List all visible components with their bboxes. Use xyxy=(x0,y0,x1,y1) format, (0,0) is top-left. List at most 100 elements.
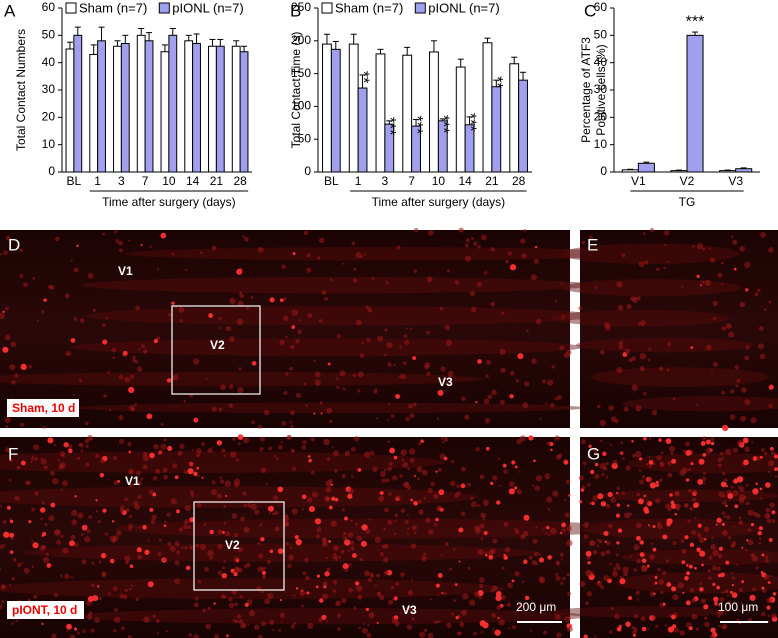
cell xyxy=(736,378,741,383)
cell xyxy=(351,553,357,558)
cell xyxy=(731,571,734,574)
cell xyxy=(699,550,706,557)
cell xyxy=(616,281,623,288)
cell xyxy=(209,555,214,560)
cell xyxy=(50,470,55,476)
cell xyxy=(4,334,11,341)
cell xyxy=(769,574,772,578)
cell xyxy=(31,455,34,458)
x-tick-label: V3 xyxy=(728,174,743,188)
cell xyxy=(16,562,22,568)
cell xyxy=(759,353,766,360)
cell xyxy=(79,318,85,323)
cell xyxy=(717,609,724,616)
cell xyxy=(464,255,471,262)
cell xyxy=(239,293,244,299)
cell xyxy=(710,544,717,550)
cell xyxy=(594,286,598,289)
cell xyxy=(290,624,296,629)
cell xyxy=(773,454,778,459)
cell xyxy=(588,570,595,577)
cell xyxy=(194,596,199,601)
cell xyxy=(689,506,694,511)
cell xyxy=(742,437,749,444)
cell xyxy=(771,510,776,515)
cell xyxy=(752,488,759,495)
cell xyxy=(748,617,753,622)
cell xyxy=(494,629,501,636)
bar xyxy=(208,45,217,173)
cell xyxy=(767,614,770,618)
cell xyxy=(517,353,524,360)
cell xyxy=(592,447,596,452)
cell xyxy=(696,532,702,538)
cell xyxy=(387,402,391,405)
cell xyxy=(447,370,454,377)
cell xyxy=(40,457,43,460)
caption-box xyxy=(7,601,84,619)
x-tick-label: 1 xyxy=(94,174,101,188)
cell xyxy=(392,597,395,601)
cell xyxy=(710,437,715,442)
cell xyxy=(727,601,732,605)
cell xyxy=(28,364,32,369)
cell xyxy=(436,593,439,597)
cell xyxy=(280,621,283,624)
cell xyxy=(430,481,435,487)
cell xyxy=(325,556,328,560)
cell xyxy=(620,441,623,444)
cell xyxy=(745,548,748,552)
cell xyxy=(712,549,719,557)
cell xyxy=(747,528,752,532)
cell xyxy=(566,539,573,547)
cell xyxy=(5,306,9,311)
cell xyxy=(307,313,313,318)
cell xyxy=(358,626,362,630)
cell xyxy=(359,557,363,562)
cell xyxy=(92,563,95,566)
cell xyxy=(349,540,355,546)
cell xyxy=(32,542,39,549)
cell xyxy=(594,635,597,638)
cell xyxy=(84,536,91,543)
cell xyxy=(273,495,279,501)
cell xyxy=(64,573,70,580)
cell xyxy=(268,446,273,451)
cell xyxy=(364,570,371,577)
cell xyxy=(400,373,406,380)
cell xyxy=(726,594,730,597)
panel-letter: E xyxy=(587,235,598,254)
bar xyxy=(482,42,493,173)
cell xyxy=(128,450,132,454)
cell xyxy=(153,338,159,344)
cell xyxy=(65,293,70,299)
cell xyxy=(490,247,495,252)
caption-box xyxy=(7,399,79,417)
cell xyxy=(8,478,12,482)
cell xyxy=(289,546,293,550)
cell xyxy=(443,592,447,596)
cell xyxy=(406,513,409,516)
cell xyxy=(344,567,349,572)
cell xyxy=(44,523,48,526)
cell xyxy=(644,508,650,514)
cell xyxy=(461,466,466,472)
cell xyxy=(264,598,271,605)
cell xyxy=(684,441,690,447)
cell xyxy=(76,631,80,635)
cell xyxy=(636,558,641,564)
cell xyxy=(718,604,721,607)
cell xyxy=(471,306,477,313)
cell xyxy=(475,528,481,534)
cell xyxy=(663,244,666,247)
cell xyxy=(57,459,60,462)
cell xyxy=(137,495,142,500)
cell xyxy=(736,618,740,622)
cell xyxy=(498,484,501,487)
cell xyxy=(307,455,311,458)
y-tick-label: 40 xyxy=(42,55,56,69)
cell xyxy=(226,634,229,638)
cell xyxy=(544,402,548,405)
cell xyxy=(671,614,676,620)
cell xyxy=(560,531,563,534)
